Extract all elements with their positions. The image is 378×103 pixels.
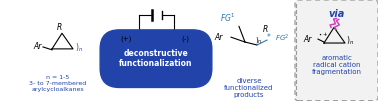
Text: R: R <box>56 23 62 32</box>
Text: Ar: Ar <box>304 35 312 44</box>
Text: aromatic
radical cation
fragmentation: aromatic radical cation fragmentation <box>312 55 362 75</box>
Text: *: * <box>267 33 271 42</box>
Text: FG$^1$: FG$^1$ <box>220 12 235 24</box>
Text: n = 1-5
3- to 7-membered
arylcycloalkanes: n = 1-5 3- to 7-membered arylcycloalkane… <box>29 75 87 92</box>
Text: via: via <box>329 9 345 19</box>
FancyBboxPatch shape <box>135 32 143 46</box>
Text: Ar: Ar <box>215 33 223 42</box>
Text: Ar: Ar <box>34 42 42 51</box>
FancyBboxPatch shape <box>170 32 178 46</box>
Text: deconstructive
functionalization: deconstructive functionalization <box>119 49 193 68</box>
Text: R: R <box>263 25 268 34</box>
Text: (+): (+) <box>121 36 132 42</box>
Text: diverse
functionalized
products: diverse functionalized products <box>224 78 274 98</box>
FancyBboxPatch shape <box>295 0 378 101</box>
Text: $^{•+}$: $^{•+}$ <box>318 32 328 41</box>
Text: $)_n$: $)_n$ <box>75 42 83 54</box>
Text: $)_n$: $)_n$ <box>346 35 354 47</box>
Text: $)_n$: $)_n$ <box>255 35 263 45</box>
Text: (-): (-) <box>181 36 189 42</box>
Text: FG$^2$: FG$^2$ <box>275 32 289 44</box>
